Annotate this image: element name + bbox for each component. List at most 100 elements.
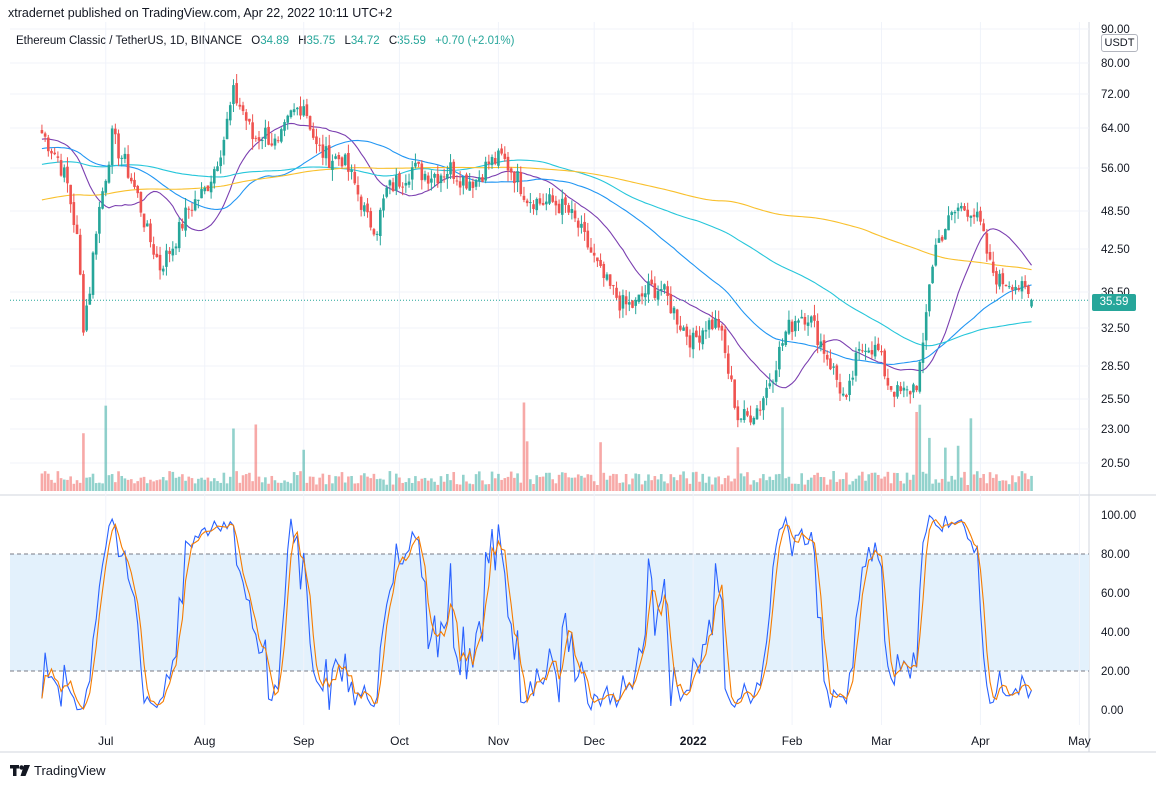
- volume-bar: [1017, 476, 1021, 491]
- candle-body: [375, 233, 379, 235]
- candle: [991, 251, 995, 277]
- candle: [139, 191, 143, 217]
- candle-body: [736, 406, 740, 421]
- candle: [1020, 276, 1024, 299]
- time-tick-label: May: [1068, 734, 1091, 748]
- candle-body: [430, 178, 433, 183]
- candle: [688, 329, 692, 358]
- volume-bar: [870, 472, 874, 491]
- publisher-caption: xtradernet published on TradingView.com,…: [8, 6, 393, 20]
- candle-body: [551, 195, 554, 202]
- price-tick-label: 80.00: [1101, 58, 1130, 70]
- stoch-tick-label: 80.00: [1101, 549, 1130, 561]
- currency-button[interactable]: USDT: [1101, 34, 1138, 52]
- candle-body: [155, 253, 159, 257]
- candle-body: [573, 210, 577, 219]
- candle: [848, 373, 851, 402]
- volume-bar: [318, 477, 321, 491]
- candle-body: [260, 140, 264, 142]
- candle: [356, 176, 360, 202]
- moving-average-20: [41, 122, 1032, 389]
- candle: [711, 311, 714, 331]
- candle-body: [532, 204, 535, 210]
- candle: [426, 172, 430, 191]
- candle: [209, 175, 213, 199]
- candle-body: [541, 202, 545, 205]
- candle-body: [302, 106, 305, 116]
- volume-bar: [519, 482, 523, 491]
- volume-bar: [219, 482, 222, 491]
- candle-body: [414, 162, 417, 167]
- candle-body: [1020, 281, 1024, 292]
- price-tick-label: 72.00: [1101, 89, 1130, 101]
- candle: [433, 172, 436, 188]
- volume-bar: [248, 472, 251, 491]
- candle: [803, 313, 807, 331]
- candle: [490, 154, 494, 169]
- volume-bar: [343, 482, 347, 491]
- candle: [241, 101, 245, 116]
- candle: [117, 129, 120, 166]
- volume-bar: [892, 472, 896, 491]
- candle-body: [564, 197, 567, 205]
- candle-body: [72, 202, 76, 225]
- candle-body: [503, 153, 507, 159]
- volume-bar: [576, 474, 580, 491]
- volume-bar: [216, 481, 219, 491]
- candle: [1004, 284, 1008, 287]
- candle-body: [618, 295, 622, 311]
- volume-bar: [621, 482, 625, 491]
- candle-body: [1017, 288, 1021, 290]
- volume-bar: [47, 473, 50, 491]
- candle: [915, 385, 918, 393]
- candle: [746, 407, 749, 418]
- candle-body: [1014, 286, 1017, 291]
- volume-bar: [819, 476, 823, 491]
- candle: [145, 220, 149, 227]
- candle: [975, 202, 979, 222]
- volume-bar: [487, 484, 491, 491]
- candle: [781, 338, 784, 351]
- volume-bar: [40, 473, 44, 491]
- volume-bar: [873, 472, 877, 491]
- candle: [449, 154, 452, 180]
- candle: [691, 327, 695, 359]
- candle-body: [682, 327, 685, 331]
- candle: [880, 345, 883, 356]
- volume-bar: [784, 478, 788, 491]
- tradingview-brand[interactable]: TradingView: [10, 763, 106, 778]
- symbol-title[interactable]: Ethereum Classic / TetherUS, 1D, BINANCE: [16, 35, 243, 47]
- candle-body: [781, 343, 784, 346]
- volume-bar: [426, 480, 430, 491]
- candle-body: [299, 106, 302, 116]
- volume-bar: [133, 483, 136, 491]
- candle: [516, 163, 519, 193]
- candle-body: [557, 203, 561, 213]
- candle-body: [730, 375, 733, 380]
- volume-bar: [982, 474, 985, 491]
- candle: [40, 124, 44, 134]
- candle-body: [924, 312, 928, 341]
- volume-bar: [845, 472, 848, 491]
- volume-bar: [62, 479, 66, 491]
- candle-body: [235, 83, 238, 104]
- volume-bar: [452, 472, 456, 491]
- time-tick-label: Dec: [584, 734, 605, 748]
- candle: [771, 379, 775, 393]
- volume-bar: [244, 474, 248, 491]
- candle: [541, 193, 545, 206]
- candle-body: [369, 211, 373, 228]
- volume-bar: [130, 479, 133, 491]
- candle-body: [873, 344, 877, 357]
- volume-bar: [771, 479, 775, 491]
- candle: [264, 119, 267, 147]
- candle: [921, 332, 925, 374]
- candle: [379, 207, 382, 246]
- candle-body: [774, 370, 778, 382]
- candle-body: [372, 229, 376, 235]
- candle: [545, 193, 548, 211]
- volume-bar: [1001, 480, 1005, 491]
- candle: [956, 203, 960, 219]
- volume-bar: [573, 477, 577, 491]
